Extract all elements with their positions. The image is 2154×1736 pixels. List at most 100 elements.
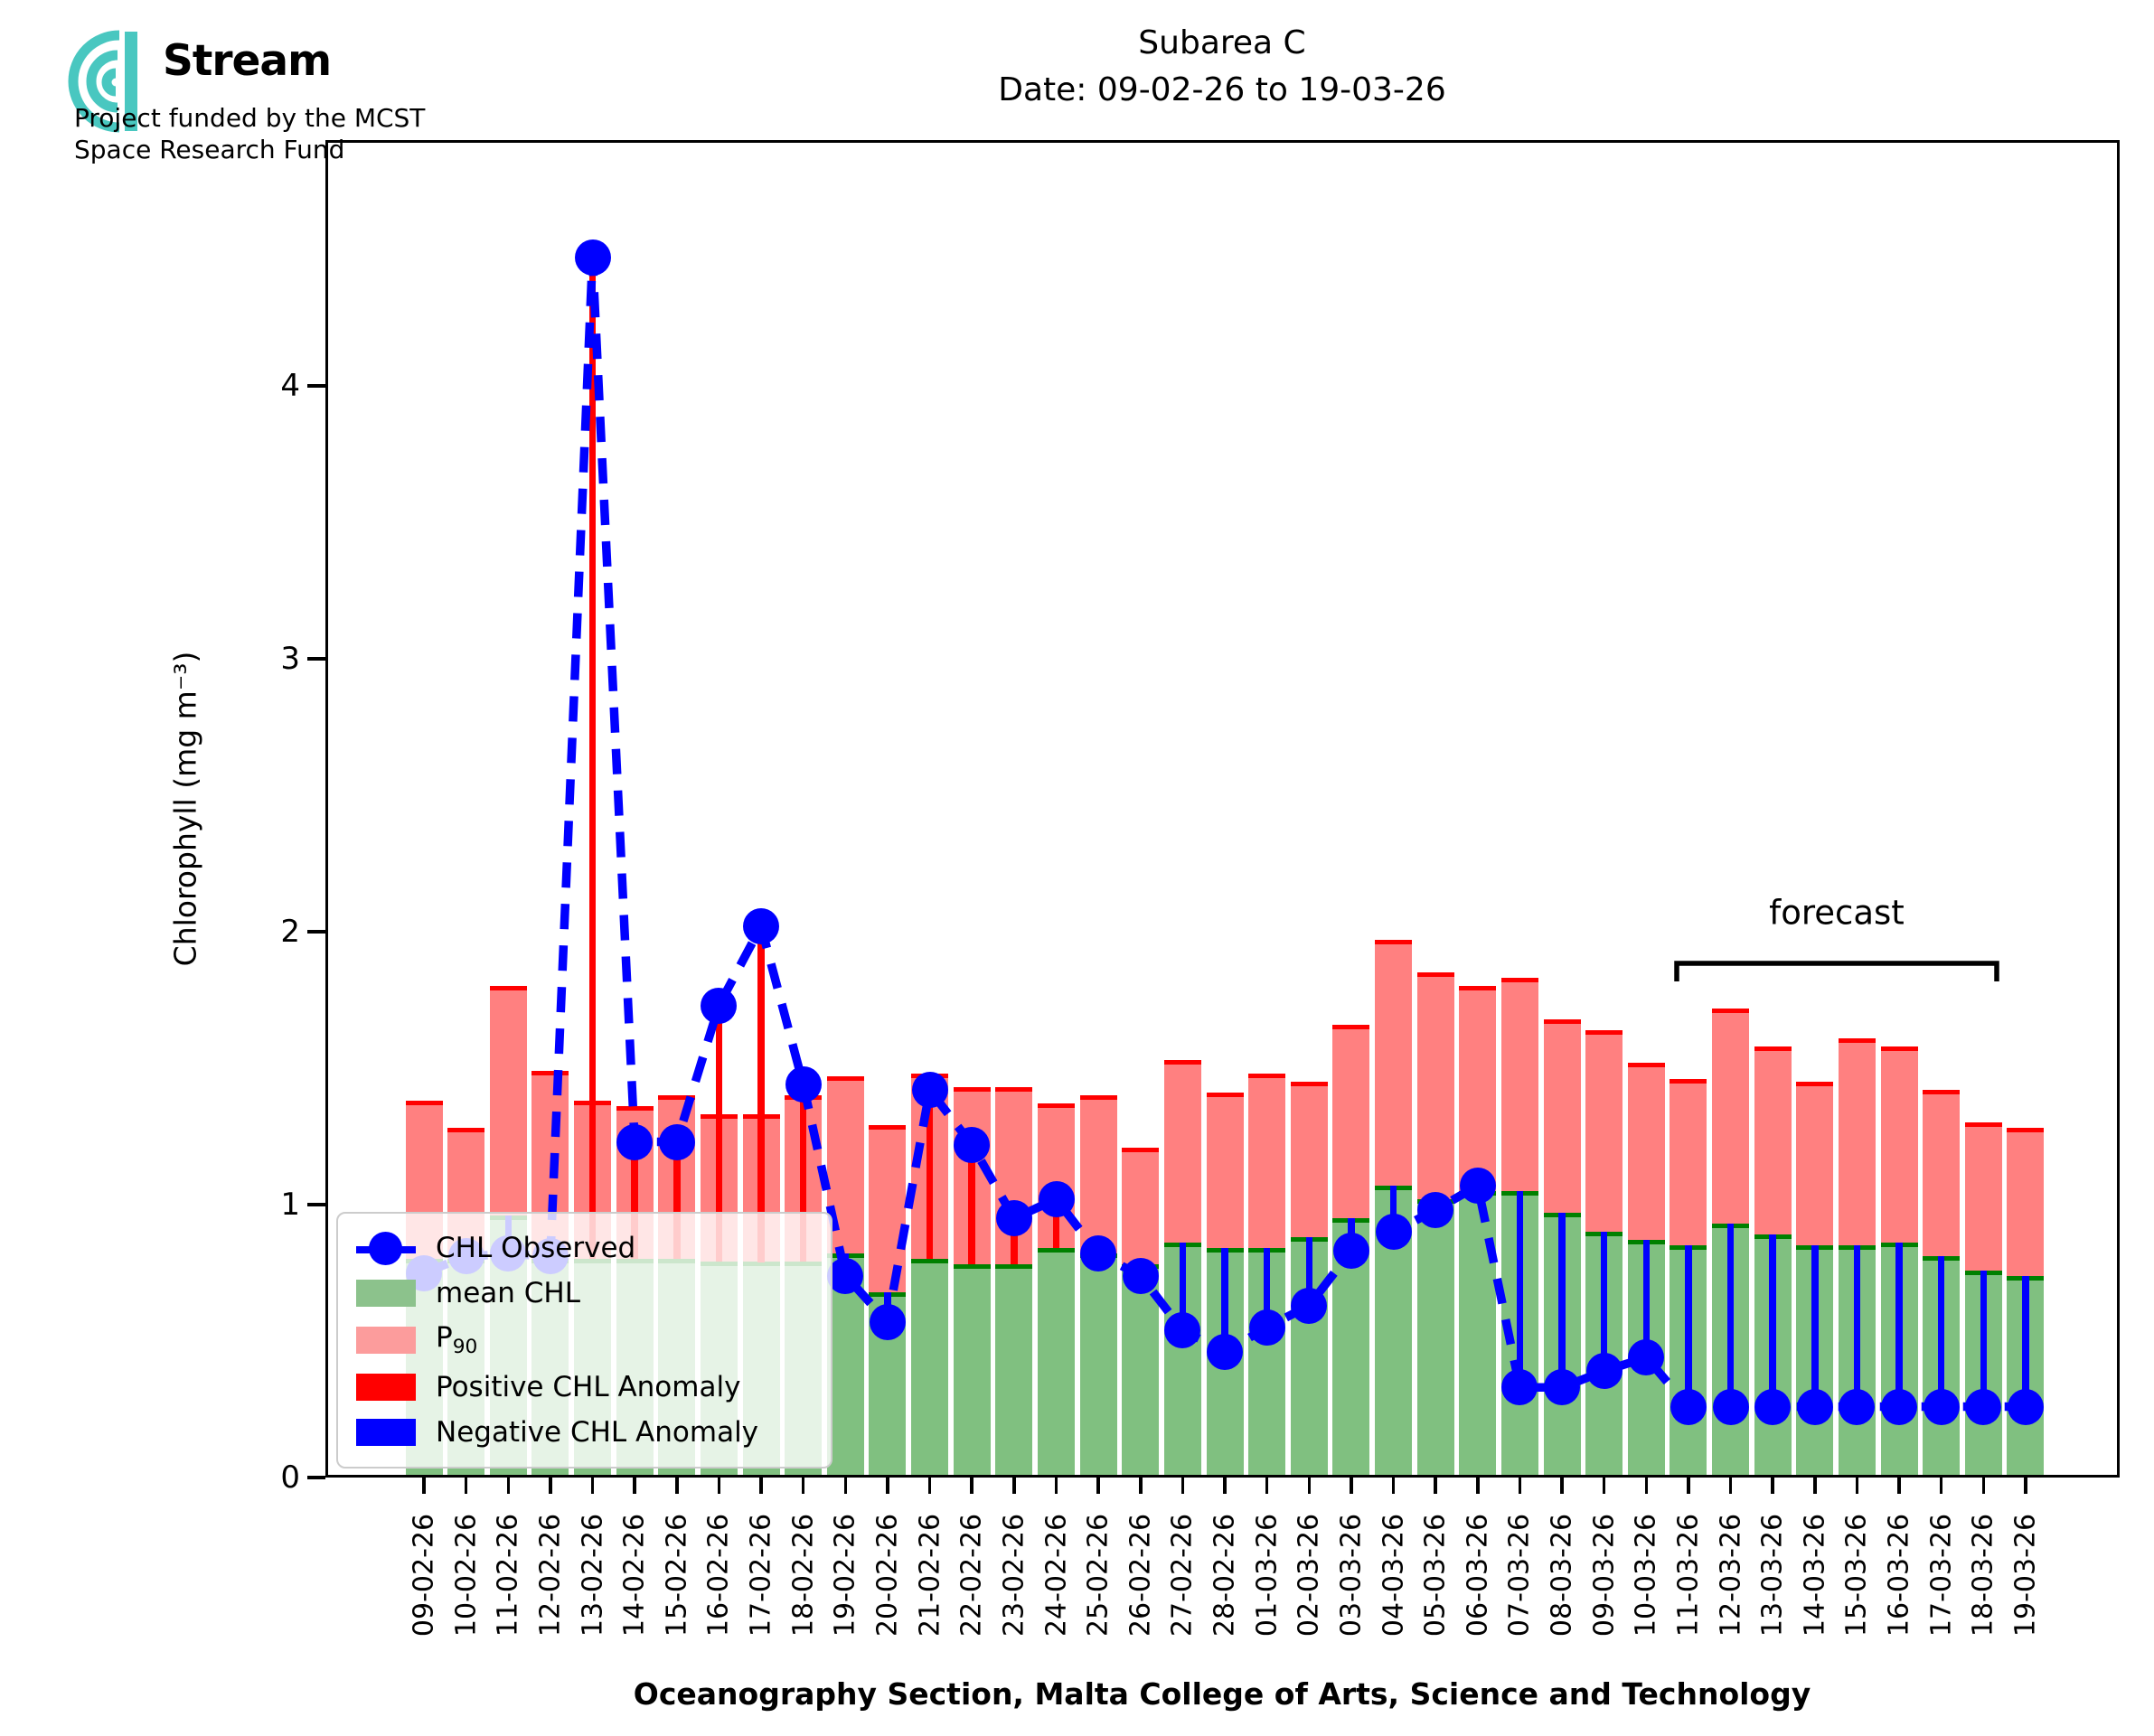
x-tick: [675, 1478, 679, 1494]
forecast-bracket: [1674, 961, 1999, 981]
x-tick-label: 05-03-26: [1419, 1513, 1452, 1637]
anomaly-segment: [1600, 1232, 1608, 1372]
anomaly-segment: [926, 1090, 934, 1260]
observed-marker: [1459, 1167, 1496, 1204]
x-tick-label: 28-02-26: [1209, 1513, 1241, 1637]
x-tick-label: 09-03-26: [1588, 1513, 1621, 1637]
x-tick-label: 26-02-26: [1124, 1513, 1157, 1637]
x-tick-label: 11-03-26: [1672, 1513, 1705, 1637]
observed-marker: [1585, 1353, 1623, 1390]
x-tick: [1139, 1478, 1143, 1494]
x-tick: [1307, 1478, 1311, 1494]
x-tick-label: 14-03-26: [1799, 1513, 1831, 1637]
stream-logo-icon: [68, 30, 137, 133]
observed-marker: [701, 987, 738, 1024]
x-tick: [1054, 1478, 1058, 1494]
x-tick: [1350, 1478, 1353, 1494]
x-tick-label: 18-02-26: [787, 1513, 820, 1637]
x-tick: [506, 1478, 510, 1494]
y-tick-label: 2: [280, 914, 300, 950]
anomaly-segment: [1726, 1224, 1735, 1407]
x-tick-label: 25-02-26: [1082, 1513, 1115, 1637]
bar-mean: [911, 1259, 949, 1478]
observed-marker: [1417, 1192, 1454, 1228]
x-tick-label: 16-02-26: [702, 1513, 735, 1637]
observed-marker: [1375, 1214, 1412, 1251]
x-tick: [1728, 1478, 1733, 1494]
x-tick: [1560, 1478, 1564, 1494]
x-tick: [549, 1478, 552, 1494]
observed-marker: [1501, 1369, 1538, 1406]
x-tick-label: 12-02-26: [534, 1513, 567, 1637]
observed-marker: [954, 1126, 991, 1163]
plot-area: forecast CHL Observed mean CHL P90: [280, 140, 2120, 1637]
x-tick-label: 24-02-26: [1040, 1513, 1072, 1637]
x-tick: [1644, 1478, 1648, 1494]
x-tick: [801, 1478, 805, 1494]
legend-negative-anomaly-swatch: [356, 1419, 416, 1447]
legend-item-chl-observed: CHL Observed: [338, 1231, 831, 1265]
observed-marker: [1544, 1369, 1580, 1406]
x-tick: [422, 1478, 426, 1494]
x-tick-label: 13-02-26: [577, 1513, 608, 1637]
x-tick: [1855, 1478, 1859, 1494]
x-tick-label: 18-03-26: [1967, 1513, 1999, 1637]
bar-mean: [1122, 1264, 1160, 1478]
anomaly-segment: [1980, 1270, 1988, 1407]
funding-text: Project funded by the MCST Space Researc…: [74, 103, 426, 164]
x-tick-label: 17-03-26: [1925, 1513, 1958, 1637]
observed-marker: [1754, 1388, 1792, 1425]
x-tick-label: 09-02-26: [408, 1513, 440, 1637]
anomaly-segment: [757, 926, 765, 1262]
x-tick-label: 10-03-26: [1630, 1513, 1662, 1637]
x-tick: [759, 1478, 763, 1494]
observed-marker: [1207, 1334, 1243, 1371]
y-tick: [307, 657, 325, 661]
x-tick: [1223, 1478, 1227, 1494]
x-tick: [2024, 1478, 2027, 1494]
x-tick-label: 10-02-26: [450, 1513, 483, 1637]
y-tick-label: 3: [280, 641, 300, 677]
y-tick: [307, 1203, 325, 1206]
observed-marker: [1881, 1388, 1918, 1425]
x-tick-label: 15-03-26: [1840, 1513, 1873, 1637]
anomaly-segment: [1685, 1245, 1692, 1407]
observed-marker: [869, 1303, 906, 1340]
observed-marker: [995, 1200, 1032, 1237]
anomaly-segment: [1221, 1248, 1228, 1353]
x-tick-label: 06-03-26: [1462, 1513, 1494, 1637]
anomaly-segment: [588, 258, 597, 1260]
observed-marker: [827, 1257, 864, 1294]
x-tick-label: 21-02-26: [914, 1513, 946, 1637]
legend-item-negative-anomaly: Negative CHL Anomaly: [338, 1416, 831, 1449]
observed-marker: [1796, 1388, 1833, 1425]
x-tick: [927, 1478, 932, 1494]
observed-marker: [1248, 1309, 1285, 1346]
x-tick: [1771, 1478, 1774, 1494]
x-tick: [970, 1478, 974, 1494]
x-tick-label: 13-03-26: [1756, 1513, 1789, 1637]
x-tick: [1180, 1478, 1185, 1494]
x-tick: [1434, 1478, 1437, 1494]
x-tick-label: 22-02-26: [955, 1513, 988, 1637]
x-tick: [1518, 1478, 1522, 1494]
x-tick: [717, 1478, 721, 1494]
observed-marker: [1164, 1311, 1201, 1348]
x-tick-label: 02-03-26: [1293, 1513, 1325, 1637]
y-tick-label: 0: [280, 1459, 300, 1496]
legend-item-mean-chl: mean CHL: [338, 1277, 831, 1309]
anomaly-segment: [1305, 1237, 1312, 1306]
anomaly-segment: [1769, 1234, 1776, 1407]
x-tick-label: 08-03-26: [1546, 1513, 1578, 1637]
y-tick: [307, 1476, 325, 1479]
x-tick: [1687, 1478, 1690, 1494]
anomaly-segment: [2022, 1275, 2029, 1407]
observed-marker: [1965, 1388, 2002, 1425]
observed-marker: [743, 908, 779, 944]
chart-title-line2: Date: 09-02-26 to 19-03-26: [998, 71, 1446, 109]
x-tick-label: 16-03-26: [1883, 1513, 1915, 1637]
forecast-label: forecast: [1769, 893, 1905, 933]
bar-mean: [953, 1264, 991, 1478]
legend-mean-swatch: [356, 1279, 416, 1307]
